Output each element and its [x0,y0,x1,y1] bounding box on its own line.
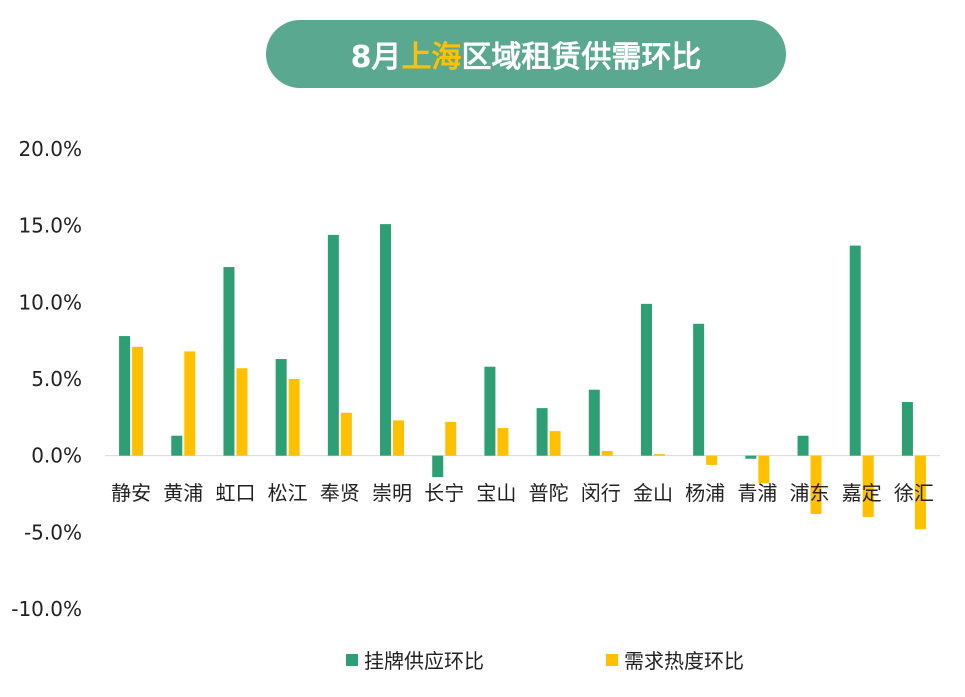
legend-label-supply: 挂牌供应环比 [364,649,484,673]
x-category-label: 青浦 [737,481,777,505]
bar-supply [327,234,339,456]
bar-demand [497,428,509,456]
bar-supply [745,455,757,459]
y-tick-label: 0.0% [31,444,82,468]
x-category-label: 闵行 [581,481,621,505]
title-highlight: 上海 [401,40,462,75]
bar-demand [288,379,300,456]
x-category-label: 松江 [268,481,308,505]
y-tick-label: 15.0% [18,214,82,238]
bar-supply [536,408,548,456]
x-category-label: 嘉定 [842,481,882,505]
x-category-label: 崇明 [372,481,412,505]
bar-supply [849,245,861,456]
y-tick-label: 5.0% [31,367,82,391]
bar-supply [275,359,287,456]
x-category-label: 奉贤 [320,481,360,505]
bar-supply [901,402,913,456]
y-tick-label: 20.0% [18,137,82,161]
x-category-label: 虹口 [215,481,255,505]
x-category-label: 金山 [633,481,673,505]
bar-supply [380,224,392,456]
legend-item-supply: 挂牌供应环比 [346,645,484,674]
x-category-label: 杨浦 [685,481,725,505]
bar-supply [640,303,652,456]
x-category-label: 徐汇 [894,481,934,505]
bar-supply [223,267,235,456]
bar-demand [340,412,352,456]
bar-supply [171,435,183,456]
title-prefix: 8月 [350,40,402,75]
bar-demand [601,451,613,456]
legend-label-demand: 需求热度环比 [624,649,744,673]
legend: 挂牌供应环比 需求热度环比 [0,645,965,673]
bar-demand [393,420,405,456]
y-tick-label: -5.0% [24,520,82,544]
x-category-label: 静安 [111,481,151,505]
title-suffix: 区域租赁供需环比 [461,40,702,75]
x-category-label: 黄浦 [163,481,203,505]
x-category-label: 普陀 [529,481,569,505]
bar-demand [236,368,248,456]
bar-supply [432,455,444,478]
legend-item-demand: 需求热度环比 [606,645,744,674]
bar-demand [549,431,561,456]
bar-demand [445,421,457,456]
bar-demand [653,454,665,456]
bar-supply [484,366,496,456]
bar-demand [914,455,926,530]
y-tick-label: -10.0% [11,597,82,621]
legend-swatch-demand [606,653,618,666]
x-category-label: 长宁 [424,481,464,505]
y-tick-label: 10.0% [18,290,82,314]
bar-supply [797,435,809,456]
bar-demand [862,455,874,517]
bar-demand [706,455,718,465]
legend-swatch-supply [346,653,358,666]
bar-demand [132,346,144,456]
bar-chart: 20.0% 15.0% 10.0% 5.0% 0.0% -5.0% -10.0% 静安 黄浦 虹口… [11,137,940,621]
bar-supply [693,323,705,456]
bar-supply [119,336,131,456]
x-category-label: 宝山 [476,481,516,505]
bar-demand [184,351,196,456]
x-category-label: 浦东 [790,481,830,505]
chart-title: 8月 上海 区域租赁供需环比 [266,20,786,88]
bar-demand [758,455,770,484]
bar-supply [588,389,600,456]
bar-demand [810,455,822,514]
